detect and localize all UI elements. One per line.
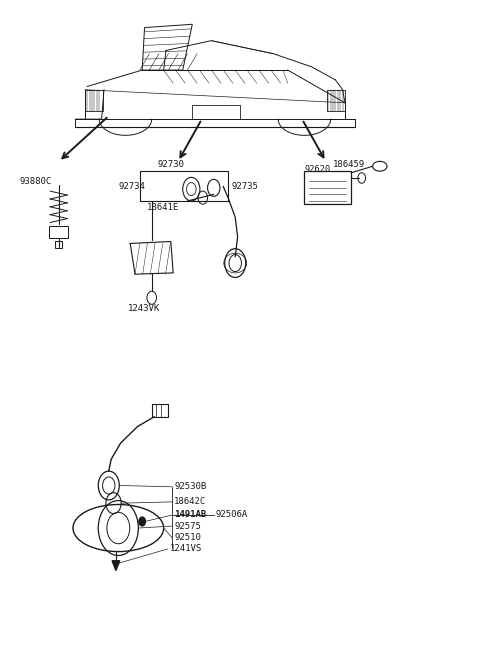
Circle shape: [139, 517, 145, 526]
Text: 186459: 186459: [333, 160, 365, 170]
Bar: [304, 171, 351, 204]
Text: 92734: 92734: [118, 182, 145, 191]
Text: 92530B: 92530B: [174, 482, 206, 491]
Text: 92730: 92730: [157, 160, 184, 170]
Text: 1491AB: 1491AB: [174, 510, 206, 520]
Text: 92735: 92735: [232, 182, 259, 191]
Text: 92510: 92510: [174, 533, 201, 542]
Text: 93880C: 93880C: [20, 177, 52, 186]
Bar: [192, 104, 240, 119]
Text: 18641E: 18641E: [147, 203, 179, 212]
Bar: [327, 90, 345, 111]
Text: 18642C: 18642C: [174, 497, 206, 507]
Text: 1243VK: 1243VK: [128, 304, 160, 313]
Bar: [140, 171, 228, 201]
Bar: [55, 242, 62, 248]
Polygon shape: [112, 560, 120, 570]
Bar: [152, 404, 168, 417]
Text: 92575: 92575: [174, 522, 201, 531]
Text: 92620: 92620: [304, 165, 331, 174]
Bar: [85, 90, 103, 111]
Text: 92506A: 92506A: [215, 510, 247, 520]
Bar: [49, 227, 68, 238]
Text: 1241VS: 1241VS: [169, 545, 202, 553]
